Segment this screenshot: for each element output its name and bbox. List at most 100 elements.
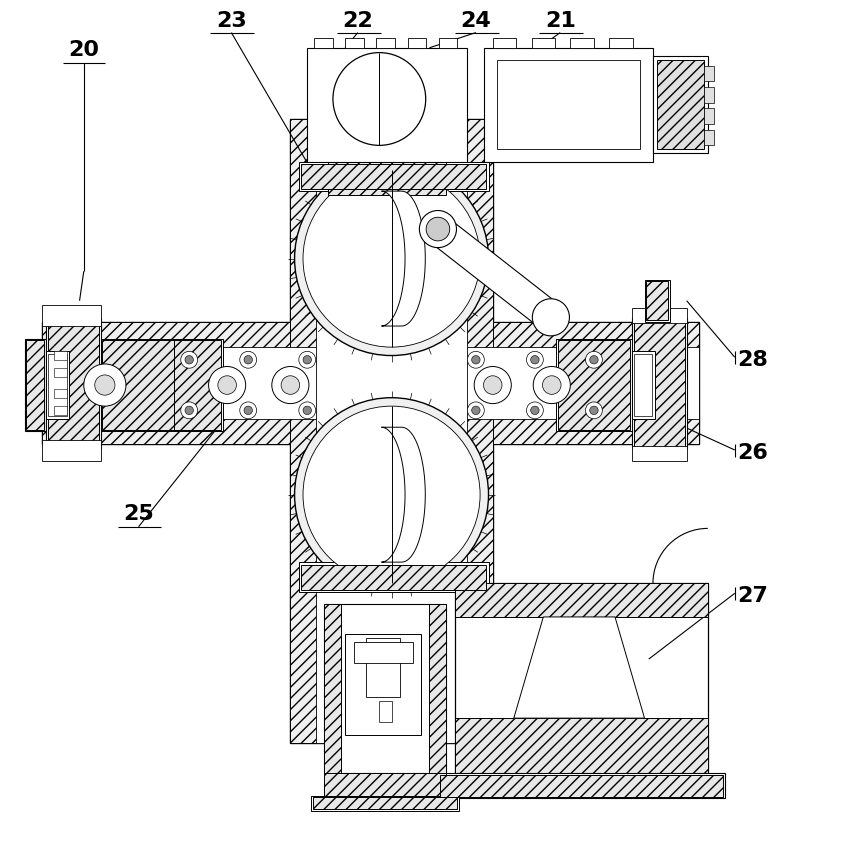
Bar bbox=[632, 317, 686, 448]
Bar bbox=[47, 319, 99, 447]
Bar bbox=[557, 340, 631, 430]
Bar bbox=[454, 583, 708, 777]
Bar bbox=[102, 340, 175, 430]
Bar bbox=[407, 38, 426, 47]
Bar bbox=[704, 108, 714, 124]
Text: 28: 28 bbox=[737, 349, 768, 370]
Bar bbox=[345, 38, 363, 47]
Bar bbox=[634, 319, 685, 447]
Circle shape bbox=[590, 355, 598, 364]
Bar bbox=[376, 38, 395, 47]
Bar bbox=[54, 351, 67, 360]
Circle shape bbox=[531, 355, 539, 364]
Text: 22: 22 bbox=[343, 11, 373, 31]
Bar bbox=[101, 338, 177, 431]
Bar bbox=[54, 389, 67, 398]
Bar bbox=[41, 347, 699, 419]
Bar bbox=[41, 321, 699, 444]
Circle shape bbox=[94, 375, 115, 395]
Circle shape bbox=[244, 406, 253, 415]
Circle shape bbox=[295, 398, 489, 591]
Bar bbox=[653, 56, 708, 153]
Bar bbox=[324, 604, 447, 773]
Circle shape bbox=[180, 351, 198, 368]
Circle shape bbox=[299, 402, 315, 419]
Bar bbox=[430, 604, 447, 773]
Circle shape bbox=[240, 351, 257, 368]
Polygon shape bbox=[514, 617, 644, 718]
Circle shape bbox=[244, 355, 253, 364]
Circle shape bbox=[303, 406, 312, 415]
Bar bbox=[302, 564, 486, 590]
Bar bbox=[366, 638, 400, 697]
Bar bbox=[48, 354, 67, 416]
Bar bbox=[704, 87, 714, 102]
Circle shape bbox=[472, 355, 480, 364]
Circle shape bbox=[586, 351, 602, 368]
Bar bbox=[312, 796, 459, 810]
Bar bbox=[302, 164, 486, 190]
Bar bbox=[497, 60, 640, 149]
Bar bbox=[570, 38, 594, 47]
Bar bbox=[41, 305, 101, 326]
Bar bbox=[315, 119, 467, 744]
Bar bbox=[704, 129, 714, 145]
Circle shape bbox=[303, 170, 480, 347]
Bar bbox=[46, 317, 101, 448]
Bar bbox=[314, 38, 332, 47]
Circle shape bbox=[484, 376, 502, 394]
Bar bbox=[41, 440, 101, 461]
Bar bbox=[54, 406, 67, 415]
Circle shape bbox=[299, 351, 315, 368]
Bar bbox=[328, 162, 447, 200]
Text: 23: 23 bbox=[216, 11, 247, 31]
Circle shape bbox=[185, 355, 193, 364]
Bar bbox=[556, 338, 632, 431]
Text: 25: 25 bbox=[123, 504, 154, 525]
Bar bbox=[54, 368, 67, 376]
Circle shape bbox=[533, 366, 570, 404]
Bar bbox=[299, 162, 489, 191]
Circle shape bbox=[426, 217, 450, 241]
Bar bbox=[27, 340, 44, 430]
Bar bbox=[634, 354, 652, 416]
Text: 20: 20 bbox=[68, 41, 100, 60]
Bar bbox=[454, 718, 708, 777]
Circle shape bbox=[180, 402, 198, 419]
Bar bbox=[25, 338, 46, 431]
Circle shape bbox=[240, 402, 257, 419]
Bar bbox=[704, 66, 714, 81]
Bar bbox=[484, 47, 653, 162]
Circle shape bbox=[543, 376, 561, 394]
Circle shape bbox=[281, 376, 300, 394]
Bar bbox=[328, 162, 447, 195]
Bar bbox=[41, 321, 699, 444]
Circle shape bbox=[333, 52, 426, 146]
Circle shape bbox=[419, 211, 456, 248]
Bar bbox=[314, 798, 457, 809]
Circle shape bbox=[586, 402, 602, 419]
Text: 24: 24 bbox=[460, 11, 491, 31]
Bar bbox=[290, 119, 493, 744]
Circle shape bbox=[218, 376, 236, 394]
Bar bbox=[646, 282, 668, 320]
Bar bbox=[438, 773, 725, 799]
Polygon shape bbox=[429, 217, 560, 329]
Bar bbox=[657, 60, 704, 149]
Bar bbox=[493, 38, 516, 47]
Bar bbox=[632, 446, 686, 461]
Circle shape bbox=[472, 406, 480, 415]
Circle shape bbox=[527, 402, 544, 419]
Polygon shape bbox=[381, 191, 425, 326]
Circle shape bbox=[303, 406, 480, 583]
Bar bbox=[644, 280, 670, 321]
Bar bbox=[299, 562, 489, 591]
Circle shape bbox=[533, 299, 570, 336]
Polygon shape bbox=[381, 427, 425, 562]
Bar bbox=[439, 38, 457, 47]
Bar bbox=[324, 604, 341, 773]
Circle shape bbox=[303, 355, 312, 364]
Circle shape bbox=[209, 366, 246, 404]
Bar bbox=[454, 583, 708, 617]
Circle shape bbox=[185, 406, 193, 415]
